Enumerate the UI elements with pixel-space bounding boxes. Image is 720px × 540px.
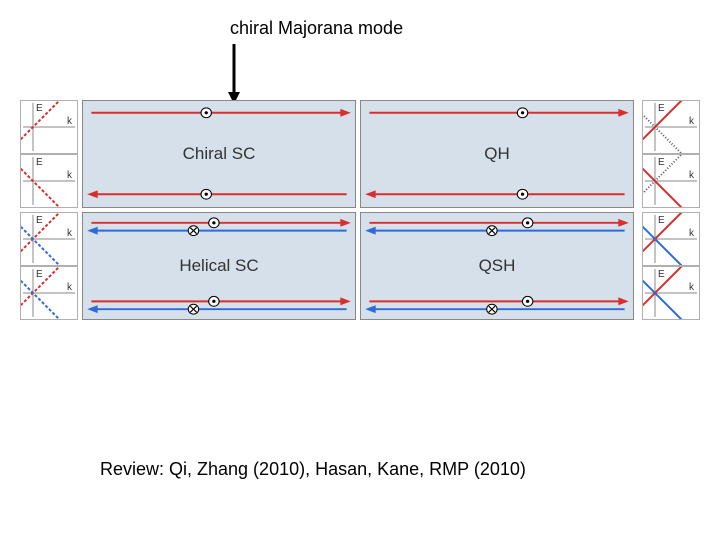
panel-chiral-sc: Chiral SC (82, 100, 356, 208)
panel-label: Helical SC (179, 256, 258, 276)
disp-col-right-0: Ek Ek (642, 100, 700, 208)
citation-text: Review: Qi, Zhang (2010), Hasan, Kane, R… (100, 459, 526, 480)
svg-text:E: E (36, 215, 43, 226)
svg-text:E: E (36, 103, 43, 114)
disp-col-right-1: Ek Ek (642, 212, 700, 320)
svg-text:k: k (67, 116, 73, 127)
disp-col-left-1: Ek Ek (20, 212, 78, 320)
dispersion-plot: Ek (642, 154, 700, 208)
pointer-arrow (224, 44, 244, 106)
svg-text:E: E (658, 269, 665, 280)
dispersion-plot: Ek (642, 266, 700, 320)
svg-text:E: E (36, 269, 43, 280)
dispersion-plot: Ek (20, 266, 78, 320)
svg-text:k: k (689, 116, 695, 127)
panel-label: QSH (479, 256, 516, 276)
dispersion-plot: Ek (20, 154, 78, 208)
row-0: Ek Ek Chiral SC QH Ek Ek (20, 100, 700, 208)
panel-qh: QH (360, 100, 634, 208)
svg-text:k: k (689, 282, 695, 293)
svg-text:k: k (689, 228, 695, 239)
dispersion-plot: Ek (20, 100, 78, 154)
svg-text:E: E (36, 157, 43, 168)
svg-text:k: k (67, 170, 73, 181)
panel-qsh: QSH (360, 212, 634, 320)
title-label: chiral Majorana mode (230, 18, 403, 39)
dispersion-plot: Ek (642, 100, 700, 154)
diagram-grid: Ek Ek Chiral SC QH Ek Ek Ek Ek Helical S… (20, 100, 700, 324)
dispersion-plot: Ek (642, 212, 700, 266)
panel-label: QH (484, 144, 510, 164)
disp-col-left-0: Ek Ek (20, 100, 78, 208)
svg-text:E: E (658, 157, 665, 168)
panel-label: Chiral SC (183, 144, 256, 164)
svg-text:k: k (67, 228, 73, 239)
svg-text:k: k (67, 282, 73, 293)
dispersion-plot: Ek (20, 212, 78, 266)
svg-text:E: E (658, 103, 665, 114)
svg-text:E: E (658, 215, 665, 226)
row-1: Ek Ek Helical SC QSH Ek Ek (20, 212, 700, 320)
panel-helical-sc: Helical SC (82, 212, 356, 320)
svg-text:k: k (689, 170, 695, 181)
